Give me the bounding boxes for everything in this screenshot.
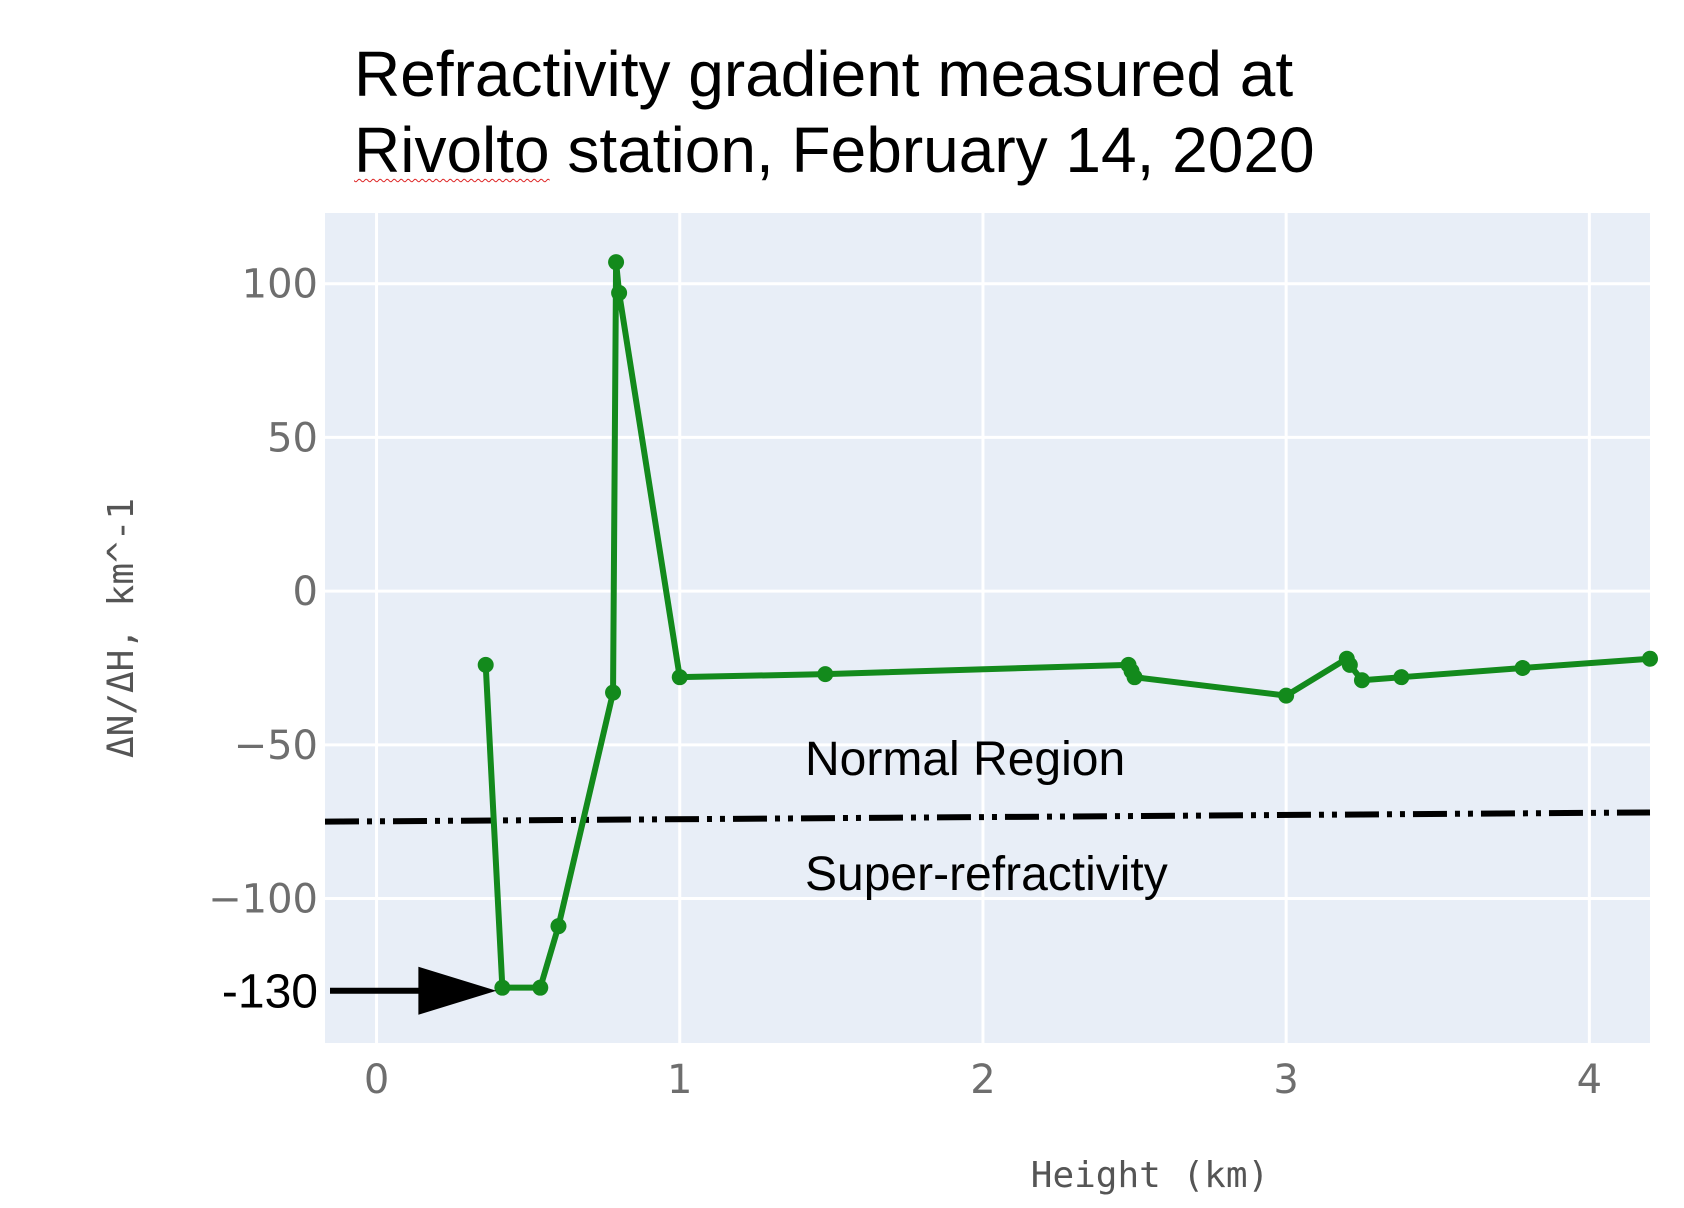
data-point	[611, 284, 628, 301]
x-tick-label: 4	[1577, 1057, 1602, 1103]
title-line-1: Refractivity gradient measured at	[354, 38, 1294, 110]
data-point	[477, 656, 494, 673]
minimum-value-label: -130	[222, 966, 318, 1019]
y-tick-label: 50	[267, 415, 318, 461]
title-line-2: Rivolto station, February 14, 2020	[354, 112, 1454, 188]
data-point	[605, 684, 622, 701]
normal-region-label: Normal Region	[805, 733, 1125, 786]
data-point	[1514, 659, 1531, 676]
data-point	[1353, 672, 1370, 689]
y-tick-label: 0	[293, 569, 318, 615]
plot-area	[325, 213, 1650, 1043]
y-tick-labels: 100 50 0 −50 −100	[208, 262, 318, 923]
refractivity-series-points	[477, 254, 1658, 996]
data-point	[671, 669, 688, 686]
data-point	[532, 979, 549, 996]
y-tick-label: −50	[234, 723, 318, 769]
data-point	[817, 666, 834, 683]
super-refractivity-label: Super-refractivity	[805, 848, 1168, 901]
x-tick-label: 3	[1273, 1057, 1298, 1103]
minimum-value-arrow-head	[418, 966, 497, 1015]
x-tick-label: 2	[970, 1057, 995, 1103]
data-point	[550, 918, 567, 935]
x-tick-label: 0	[364, 1057, 389, 1103]
data-point	[494, 979, 511, 996]
x-tick-label: 1	[667, 1057, 692, 1103]
y-tick-label: −100	[208, 877, 318, 923]
x-axis-title: Height (km)	[1031, 1155, 1269, 1196]
data-point	[1642, 650, 1658, 667]
data-point	[1341, 656, 1358, 673]
y-axis-title: ΔN/ΔH, km^-1	[101, 498, 142, 758]
y-tick-label: 100	[242, 262, 318, 308]
chart-title: Refractivity gradient measured at Rivolt…	[354, 36, 1454, 188]
title-line-2-rest: station, February 14, 2020	[549, 114, 1315, 186]
super-refractivity-threshold-line	[324, 809, 1651, 825]
data-point	[608, 254, 625, 271]
x-tick-labels: 0 1 2 3 4	[364, 1057, 1602, 1103]
data-point	[1393, 669, 1410, 686]
grid-lines	[325, 213, 1650, 1043]
data-point	[1126, 669, 1143, 686]
data-point	[1278, 687, 1295, 704]
title-station-name: Rivolto	[354, 114, 550, 186]
